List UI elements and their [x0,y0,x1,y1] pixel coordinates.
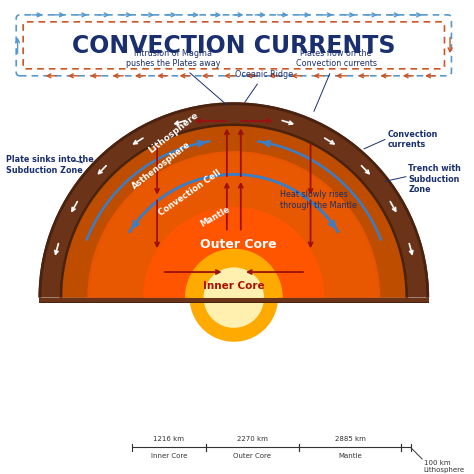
Text: Heat slowly rises
through the Mantle: Heat slowly rises through the Mantle [280,190,357,210]
Text: Lithosphere: Lithosphere [146,110,200,155]
Text: Intrusion of Magma
pushes the Plates away: Intrusion of Magma pushes the Plates awa… [126,49,227,105]
Text: Plate sinks into the
Subduction Zone: Plate sinks into the Subduction Zone [6,155,94,175]
Bar [38,302,429,303]
Wedge shape [185,249,283,298]
Wedge shape [187,251,280,298]
Text: 1216 km: 1216 km [153,436,184,442]
Text: Convection
currents: Convection currents [387,130,438,149]
Circle shape [190,254,278,342]
Wedge shape [38,102,429,298]
Wedge shape [38,102,429,298]
Text: Inner Core: Inner Core [151,453,187,459]
Text: Inner Core: Inner Core [203,281,264,291]
Text: Asthenosphere: Asthenosphere [131,139,193,191]
Text: Plates flow on the
Convection currents: Plates flow on the Convection currents [296,49,377,111]
Text: Convection Cell: Convection Cell [157,168,222,218]
Text: Outer Core: Outer Core [233,453,272,459]
Text: Outer Core: Outer Core [200,237,277,251]
Text: CONVECTION CURRENTS: CONVECTION CURRENTS [72,34,396,57]
Wedge shape [62,126,406,298]
Text: Trench with
Subduction
Zone: Trench with Subduction Zone [408,164,461,194]
Text: Oceanic Ridge: Oceanic Ridge [235,70,293,102]
Bar [38,298,429,303]
Text: 2270 km: 2270 km [237,436,268,442]
Text: Mantle: Mantle [338,453,362,459]
Wedge shape [90,154,378,298]
Text: 2885 km: 2885 km [335,436,365,442]
Wedge shape [185,249,283,298]
Text: Mantle: Mantle [199,204,232,228]
Wedge shape [146,209,322,298]
Wedge shape [87,151,380,298]
Wedge shape [59,123,408,298]
Wedge shape [204,267,264,298]
Wedge shape [143,207,325,298]
Circle shape [204,267,264,328]
Wedge shape [59,123,408,298]
Text: 100 km
Lithosphere: 100 km Lithosphere [424,460,465,473]
